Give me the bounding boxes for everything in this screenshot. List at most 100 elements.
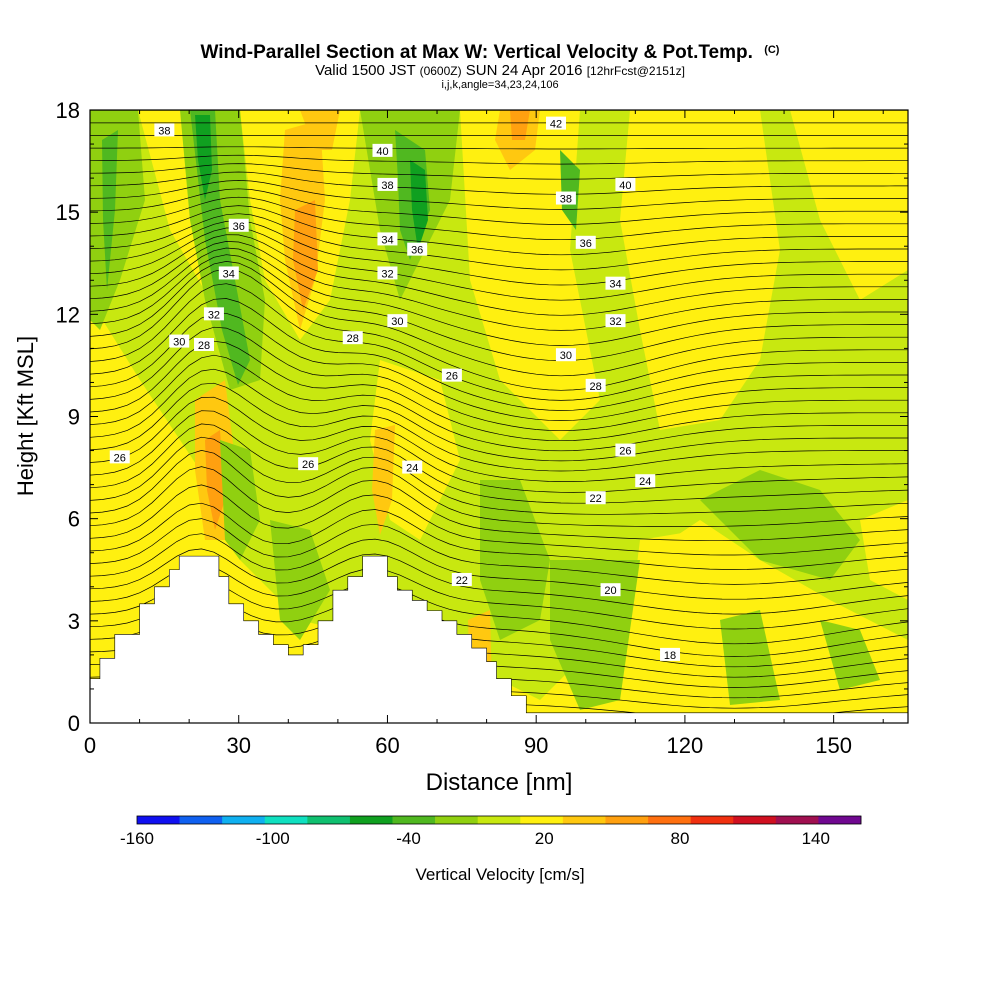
isentrope-line	[90, 502, 908, 570]
contour-label-text: 30	[560, 350, 572, 362]
isentrope-line	[90, 326, 908, 432]
contour-label: 22	[451, 572, 472, 587]
contour-label-box	[585, 378, 606, 392]
contour-label: 32	[605, 314, 626, 328]
isentrope-line	[90, 154, 908, 165]
contour-label-box	[377, 177, 398, 191]
contour-label: 26	[298, 457, 319, 471]
contour-labels: 38 36 34 32 30 28 26 24 40 38 34 36 32 30 28 26 24 26 22 42…	[109, 116, 681, 662]
colorbar-label: Vertical Velocity [cm/s]	[415, 865, 584, 884]
contour-label-text: 28	[198, 340, 210, 352]
contour-label-box	[402, 460, 423, 474]
contour-label: 40	[372, 143, 393, 158]
contour-label-text: 24	[406, 463, 418, 475]
contour-label-box	[154, 123, 175, 137]
contour-label: 26	[109, 450, 130, 464]
contour-label-text: 28	[590, 381, 602, 393]
colorbar-swatch	[137, 816, 180, 824]
updraft-band	[620, 110, 780, 430]
contour-label-text: 42	[550, 119, 562, 131]
contour-label-box	[660, 647, 681, 661]
x-tick-label: 60	[375, 733, 399, 758]
colorbar-swatch	[733, 816, 777, 824]
downdraft-band	[220, 440, 260, 560]
terrain	[90, 555, 908, 723]
colorbar-swatch	[222, 816, 266, 824]
contour-label-text: 36	[233, 221, 245, 233]
contour-label-box	[377, 232, 398, 246]
contour-label-text: 36	[580, 238, 592, 250]
updraft-band	[790, 110, 908, 300]
colorbar-tick-label: 80	[671, 829, 690, 848]
contour-label-text: 34	[381, 234, 393, 246]
contour-label: 36	[575, 235, 596, 250]
isentrope-line	[90, 220, 908, 286]
contour-label-text: 32	[609, 316, 621, 328]
x-tick-label: 150	[815, 733, 852, 758]
downdraft-peak	[195, 115, 212, 200]
contour-label-box	[546, 116, 567, 130]
colorbar-swatch	[818, 816, 862, 824]
isentrope-line	[90, 180, 908, 210]
contour-label-box	[342, 331, 363, 345]
colorbar-frame	[136, 815, 862, 825]
contour-label-text: 32	[381, 268, 393, 280]
contour-label-box	[203, 307, 224, 321]
updraft-core	[300, 110, 340, 150]
colorbar-swatch	[690, 816, 734, 824]
isentrope-line	[90, 368, 908, 462]
y-tick-label: 3	[68, 609, 80, 634]
colorbar-swatch	[648, 816, 691, 824]
contour-label: 28	[585, 378, 606, 393]
isentrope-line	[90, 146, 908, 150]
downdraft-peak	[410, 160, 428, 250]
contour-label: 40	[615, 177, 636, 192]
x-tick-label: 90	[524, 733, 548, 758]
downdraft-band	[270, 520, 330, 640]
isentrope-line	[90, 340, 908, 442]
contour-label-text: 22	[456, 575, 468, 587]
contour-label-box	[600, 583, 621, 597]
contour-label-text: 36	[411, 245, 423, 257]
colorbar-swatch	[264, 816, 308, 824]
isentrope-line	[90, 396, 908, 482]
contour-label: 34	[377, 232, 398, 246]
isentrope-line	[90, 234, 908, 316]
contour-label: 30	[387, 314, 408, 328]
y-tick-label: 6	[68, 507, 80, 532]
colorbar-swatch	[179, 816, 223, 824]
y-tick-label: 9	[68, 405, 80, 430]
downdraft-band	[550, 560, 640, 710]
contour-label-text: 26	[114, 452, 126, 464]
contour-label-text: 26	[619, 446, 631, 458]
contour-label-box	[451, 572, 472, 586]
contour-label-box	[218, 266, 239, 280]
contour-label-box	[109, 450, 130, 464]
contour-label: 26	[615, 443, 636, 458]
colorbar-swatch	[562, 816, 606, 824]
contour-label-box	[387, 314, 408, 328]
contour-label-box	[555, 348, 576, 362]
contour-label-box	[407, 242, 428, 256]
contour-label: 36	[407, 242, 428, 257]
chart-title: Wind-Parallel Section at Max W: Vertical…	[201, 42, 780, 63]
contour-label: 42	[546, 116, 567, 131]
isentrope-line	[90, 436, 908, 515]
colorbar-tick-label: 20	[535, 829, 554, 848]
isentrope-line	[90, 261, 908, 377]
contour-label: 20	[600, 583, 621, 597]
contour-label-text: 38	[381, 180, 393, 192]
isentrope-line	[90, 171, 908, 195]
updraft-peak	[205, 430, 225, 530]
contour-label-box	[635, 474, 656, 488]
contour-label-box	[585, 491, 606, 505]
isentrope-line	[90, 247, 908, 346]
contour-label: 28	[194, 337, 215, 352]
contour-label-box	[605, 276, 626, 290]
x-axis-label: Distance [nm]	[426, 769, 573, 796]
y-tick-label: 12	[56, 302, 80, 327]
contour-label: 22	[585, 491, 606, 505]
isentrope-line	[90, 196, 908, 241]
updraft-core	[372, 425, 395, 535]
